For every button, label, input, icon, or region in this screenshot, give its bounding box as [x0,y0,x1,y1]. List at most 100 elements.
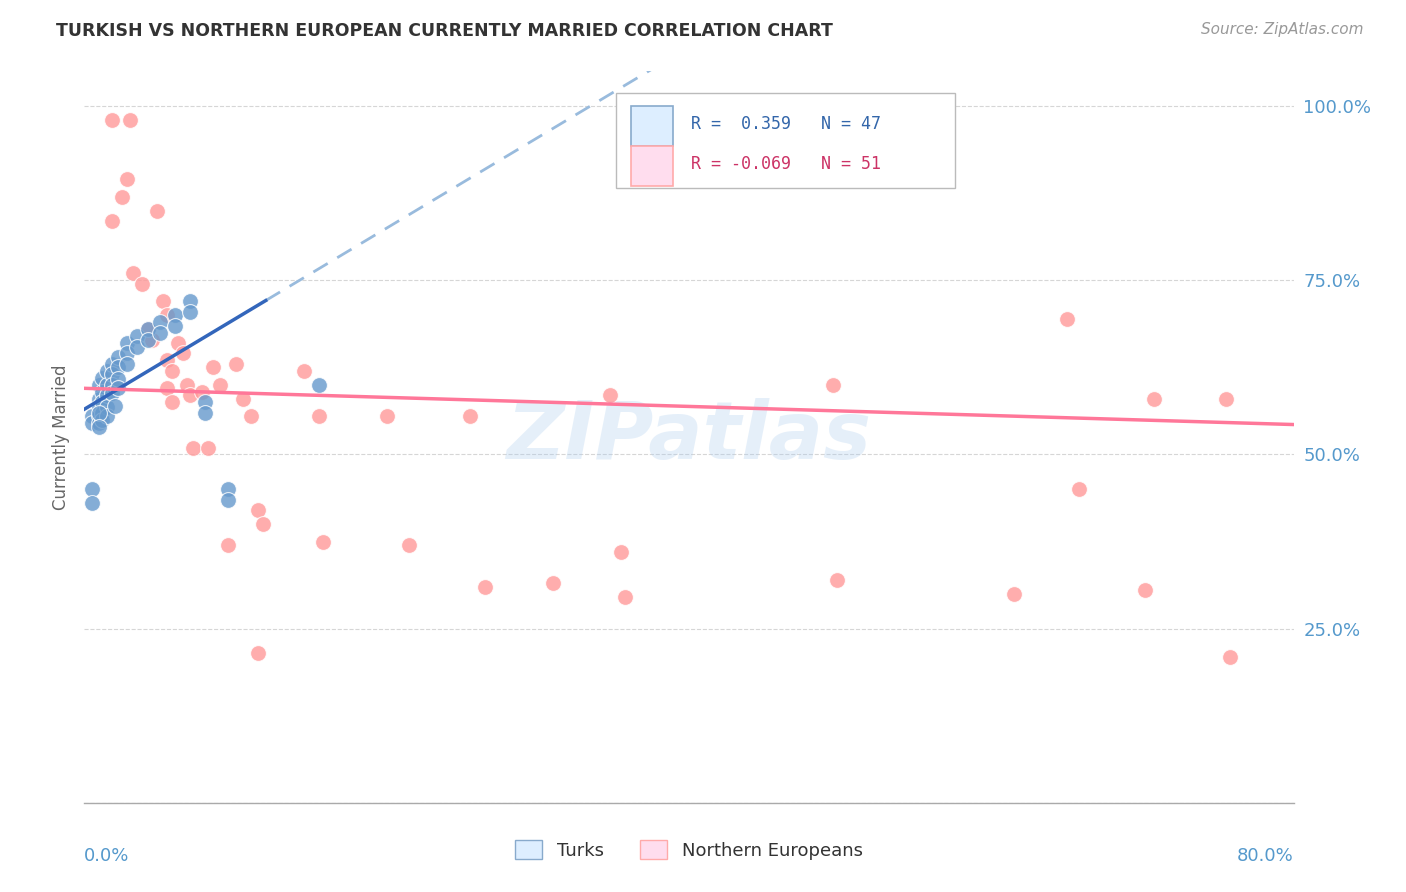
Point [541,576,564,591]
Legend: Turks, Northern Europeans: Turks, Northern Europeans [508,833,870,867]
Point [107,381,129,395]
FancyBboxPatch shape [631,146,673,186]
Point [149,326,172,340]
Point [398,538,420,552]
Point [599,388,621,402]
Point [209,377,232,392]
Point [96,388,118,402]
Point [89,377,111,392]
Point [89,406,111,420]
Point [165,318,187,333]
Point [191,384,214,399]
Point [1135,583,1157,598]
Point [91,395,114,409]
Point [1067,483,1090,497]
Point [121,266,143,280]
Point [614,591,637,605]
Point [141,333,163,347]
Point [474,580,496,594]
Y-axis label: Currently Married: Currently Married [52,364,70,510]
Point [610,545,633,559]
Point [1215,392,1237,406]
Point [232,392,254,406]
Point [136,333,159,347]
Point [136,322,159,336]
Point [1219,649,1241,664]
Point [217,492,239,507]
Point [312,534,335,549]
Point [89,399,111,413]
Point [127,339,149,353]
Point [160,364,183,378]
Point [176,377,198,392]
Point [89,416,111,430]
Point [179,388,201,402]
Text: 0.0%: 0.0% [84,847,129,864]
Point [104,399,127,413]
Point [179,294,201,309]
Point [156,381,179,395]
Point [107,360,129,375]
Point [96,409,118,424]
Point [247,646,270,660]
Text: R =  0.359   N = 47: R = 0.359 N = 47 [692,115,882,133]
Point [172,346,194,360]
Point [156,308,179,322]
Point [167,336,190,351]
Point [165,308,187,322]
Point [156,353,179,368]
Point [821,377,844,392]
Point [89,419,111,434]
Point [152,294,174,309]
FancyBboxPatch shape [631,106,673,146]
Point [111,190,134,204]
Point [252,517,274,532]
Point [115,172,138,186]
Point [100,368,122,382]
Point [100,357,122,371]
Point [225,357,247,371]
Point [825,573,848,587]
Point [80,416,103,430]
Point [100,386,122,401]
Point [107,350,129,364]
Point [100,377,122,392]
Point [458,409,481,424]
Text: R = -0.069   N = 51: R = -0.069 N = 51 [692,155,882,173]
Point [91,406,114,420]
Point [100,113,122,128]
Point [80,496,103,510]
Point [115,346,138,360]
Point [1002,587,1025,601]
Point [194,395,217,409]
Point [239,409,262,424]
Point [1056,311,1078,326]
Point [96,377,118,392]
Point [217,538,239,552]
Point [375,409,398,424]
Point [89,409,111,424]
Point [100,214,122,228]
Point [91,384,114,399]
Point [308,377,330,392]
Text: ZIPatlas: ZIPatlas [506,398,872,476]
Point [292,364,315,378]
Text: Source: ZipAtlas.com: Source: ZipAtlas.com [1201,22,1364,37]
Point [96,364,118,378]
Point [149,315,172,329]
Point [308,409,330,424]
Point [80,483,103,497]
Point [181,441,204,455]
Point [160,395,183,409]
Text: TURKISH VS NORTHERN EUROPEAN CURRENTLY MARRIED CORRELATION CHART: TURKISH VS NORTHERN EUROPEAN CURRENTLY M… [56,22,834,40]
Point [115,357,138,371]
Point [194,406,217,420]
Point [127,329,149,343]
Point [131,277,153,291]
Point [118,113,141,128]
Point [115,336,138,351]
Point [96,400,118,414]
Point [197,441,219,455]
Point [89,392,111,406]
FancyBboxPatch shape [616,94,955,188]
